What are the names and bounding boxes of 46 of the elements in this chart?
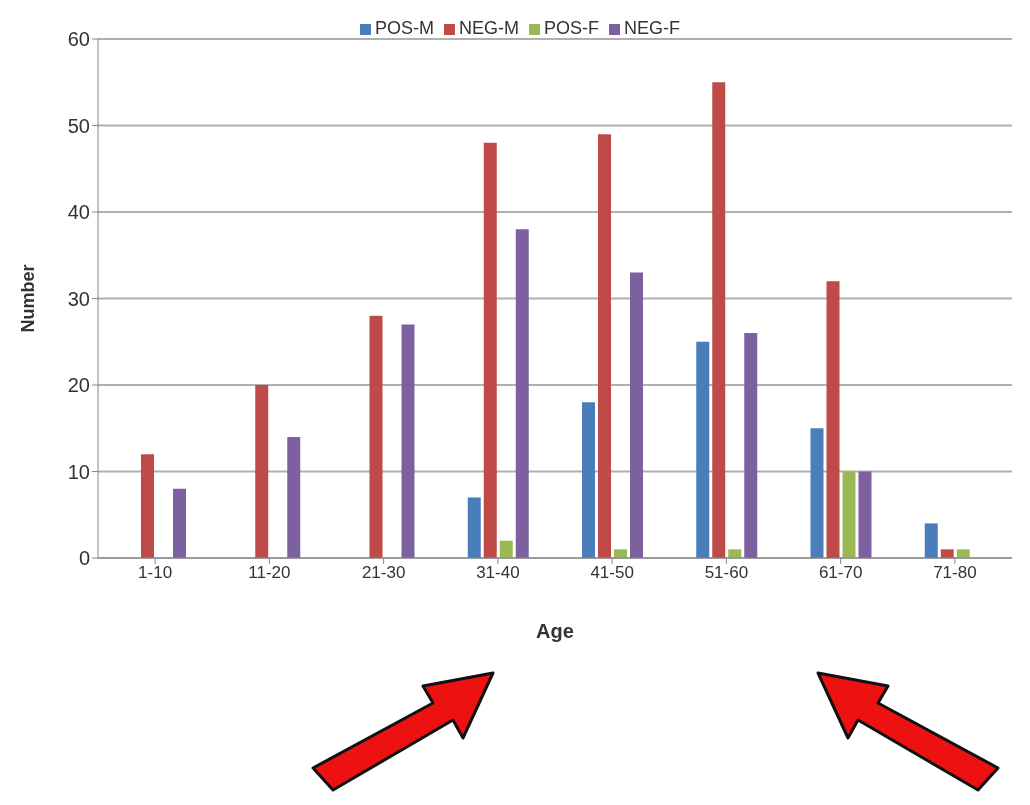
bar: [598, 134, 611, 558]
y-tick-label: 0: [78, 547, 90, 570]
x-tick-label: 1-10: [138, 563, 173, 583]
x-tick-label: 41-50: [590, 563, 634, 583]
bar: [842, 471, 856, 558]
y-tick-label: 20: [67, 374, 90, 397]
bar: [728, 549, 742, 558]
y-tick-label: 10: [67, 460, 90, 483]
x-tick-label: 51-60: [704, 563, 749, 583]
bar: [369, 315, 383, 558]
bar: [696, 341, 710, 558]
bar: [630, 272, 643, 558]
y-tick-label: 50: [67, 114, 90, 137]
y-tick-label: 60: [67, 28, 90, 51]
legend-label: POS-M: [374, 18, 434, 38]
y-tick-label: 30: [67, 287, 90, 310]
x-tick-label: 71-80: [933, 563, 977, 583]
legend-label: NEG-F: [624, 18, 681, 38]
bar: [483, 142, 497, 558]
bar: [582, 402, 595, 558]
bar: [515, 229, 529, 558]
bar: [744, 333, 758, 558]
legend-label: POS-F: [544, 18, 600, 38]
y-axis-title: Number: [18, 264, 39, 333]
bar: [712, 82, 726, 558]
bar: [614, 549, 627, 558]
x-tick-label: 31-40: [476, 563, 520, 583]
bar: [173, 488, 186, 558]
x-tick-label: 21-30: [361, 563, 406, 583]
bar: [924, 523, 938, 558]
x-tick-label: 11-20: [248, 563, 291, 583]
bar: [940, 549, 954, 558]
bar: [956, 549, 970, 558]
bar: [499, 540, 513, 558]
legend-label: NEG-M: [459, 18, 519, 38]
bar: [858, 471, 872, 558]
bar: [287, 436, 301, 558]
bar: [467, 497, 481, 558]
bar: [401, 324, 415, 558]
y-tick-label: 40: [67, 201, 90, 224]
x-axis-title: Age: [536, 620, 574, 642]
bar: [255, 385, 269, 558]
x-tick-label: 61-70: [818, 563, 863, 583]
bar: [826, 281, 840, 558]
bar: [141, 454, 154, 558]
bar: [810, 428, 824, 558]
